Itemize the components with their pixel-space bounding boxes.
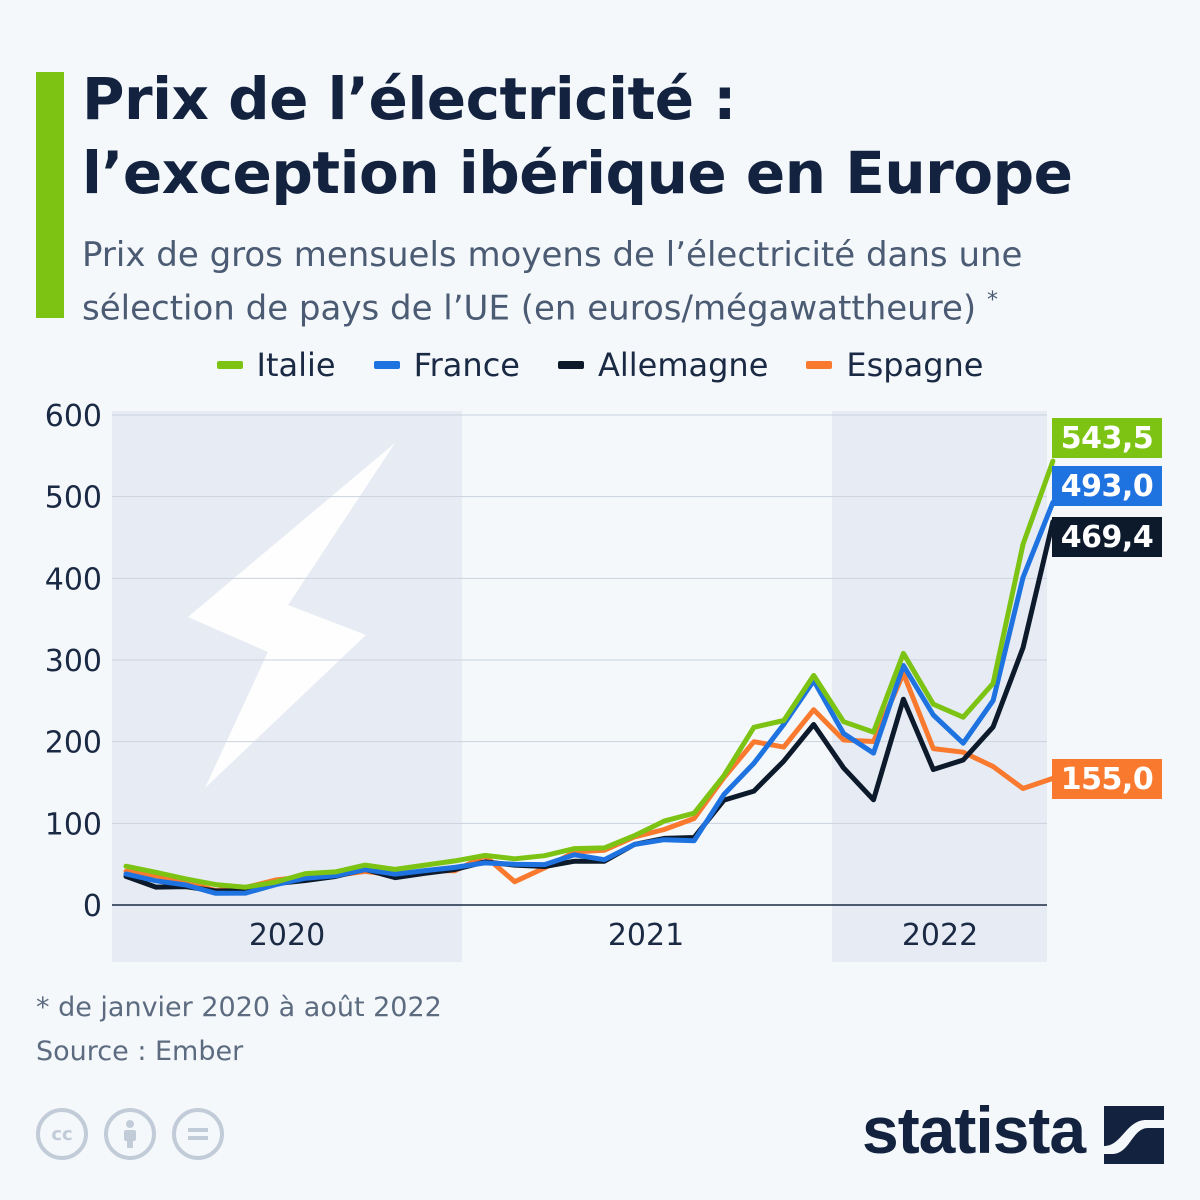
legend-item-italie: Italie — [216, 346, 336, 384]
x-tick-label-2021: 2021 — [608, 918, 684, 953]
legend-item-espagne: Espagne — [806, 346, 983, 384]
series-line-italie — [123, 458, 1056, 890]
y-tick-label-300: 300 — [45, 644, 102, 679]
lightning-bolt-icon — [188, 443, 395, 788]
legend-swatch-espagne — [806, 361, 833, 369]
creative-commons-icon[interactable]: cc — [36, 1108, 88, 1160]
license-icons: cc — [36, 1108, 224, 1160]
footnote: * de janvier 2020 à août 2022 — [36, 992, 442, 1023]
accent-bar — [36, 72, 64, 318]
year-band-2021 — [462, 411, 832, 962]
end-value-france: 493,0 — [1052, 466, 1162, 506]
series-line-france — [123, 499, 1056, 896]
legend-swatch-france — [373, 361, 400, 369]
statista-logo-icon[interactable] — [1104, 1106, 1164, 1164]
y-tick-label-600: 600 — [45, 399, 102, 434]
title-line-1: Prix de l’électricité : — [82, 65, 736, 133]
legend-label-italie: Italie — [256, 346, 336, 384]
legend-swatch-allemagne — [557, 361, 584, 369]
subtitle-line-2: sélection de pays de l’UE (en euros/méga… — [82, 278, 1182, 331]
title-line-2: l’exception ibérique en Europe — [82, 139, 1073, 207]
legend-label-espagne: Espagne — [846, 346, 984, 384]
legend-item-france: France — [373, 346, 520, 384]
subtitle-line-2-text: sélection de pays de l’UE (en euros/méga… — [82, 288, 977, 329]
chart-legend: Italie France Allemagne Espagne — [0, 346, 1200, 384]
equals-glyph — [188, 1128, 208, 1140]
y-tick-label-500: 500 — [45, 481, 102, 516]
end-value-italie: 543,5 — [1052, 418, 1162, 458]
source-link[interactable]: Source : Ember — [36, 1036, 244, 1067]
line-chart: 0 100 200 300 400 500 600 2020 2021 2022 — [45, 399, 1056, 962]
legend-label-france: France — [413, 346, 520, 384]
attribution-icon[interactable] — [104, 1108, 156, 1160]
legend-label-allemagne: Allemagne — [597, 346, 769, 384]
person-glyph — [124, 1120, 136, 1148]
y-tick-label-400: 400 — [45, 562, 102, 597]
y-tick-label-200: 200 — [45, 726, 102, 761]
y-tick-label-0: 0 — [83, 889, 102, 924]
legend-item-allemagne: Allemagne — [557, 346, 769, 384]
legend-swatch-italie — [216, 361, 243, 369]
subtitle-asterisk: * — [986, 288, 998, 313]
subtitle: Prix de gros mensuels moyens de l’électr… — [82, 232, 1182, 331]
end-value-allemagne: 469,4 — [1052, 517, 1162, 557]
no-derivatives-icon[interactable] — [172, 1108, 224, 1160]
x-tick-label-2022: 2022 — [902, 918, 978, 953]
statista-brand[interactable]: statista — [862, 1093, 1086, 1167]
subtitle-line-1: Prix de gros mensuels moyens de l’électr… — [82, 235, 1023, 275]
y-tick-label-100: 100 — [45, 807, 102, 842]
end-value-espagne: 155,0 — [1052, 759, 1162, 799]
year-band-2022 — [832, 411, 1047, 962]
page-title: Prix de l’électricité : l’exception ibér… — [82, 62, 1182, 210]
x-tick-label-2020: 2020 — [249, 918, 325, 953]
